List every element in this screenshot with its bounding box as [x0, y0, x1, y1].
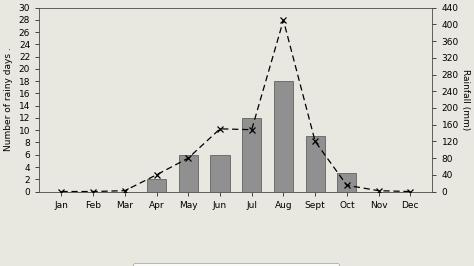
- Bar: [337, 173, 356, 192]
- Bar: [274, 81, 293, 192]
- Y-axis label: Number of rainy days .: Number of rainy days .: [4, 48, 13, 151]
- Legend: Rainy days 2007, Rainfall 2007: Rainy days 2007, Rainfall 2007: [133, 263, 339, 266]
- Bar: [179, 155, 198, 192]
- Bar: [306, 136, 325, 192]
- Bar: [242, 118, 261, 192]
- Bar: [147, 179, 166, 192]
- Bar: [210, 155, 229, 192]
- Y-axis label: Rainfall (mm): Rainfall (mm): [461, 69, 470, 130]
